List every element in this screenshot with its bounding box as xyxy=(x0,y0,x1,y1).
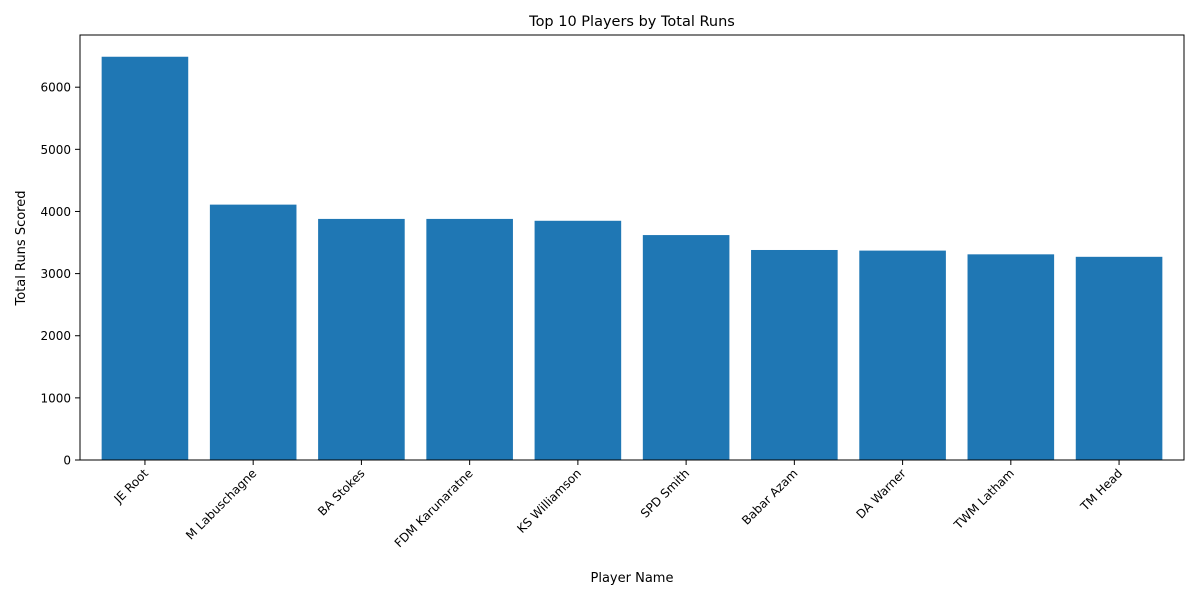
bar-twm-latham xyxy=(967,254,1055,460)
bars-group xyxy=(101,56,1163,461)
y-tick-label: 2000 xyxy=(40,329,71,343)
y-tick-label: 3000 xyxy=(40,267,71,281)
x-tick-label: JE Root xyxy=(111,466,152,507)
bar-je-root xyxy=(101,56,189,461)
y-tick-label: 1000 xyxy=(40,391,71,405)
x-tick-label: TWM Latham xyxy=(951,466,1017,532)
bar-tm-head xyxy=(1075,256,1163,460)
y-tick-label: 5000 xyxy=(40,143,71,157)
x-tick-label: FDM Karunaratne xyxy=(392,466,476,550)
chart-title: Top 10 Players by Total Runs xyxy=(528,14,735,30)
y-tick-label: 4000 xyxy=(40,205,71,219)
y-axis-label: Total Runs Scored xyxy=(14,191,29,307)
bar-m-labuschagne xyxy=(209,204,297,460)
x-tick-label: Babar Azam xyxy=(739,466,800,527)
y-tick-label: 6000 xyxy=(40,81,71,95)
x-axis: JE Root M Labuschagne BA Stokes FDM Karunar… xyxy=(111,460,1125,550)
x-tick-label: DA Warner xyxy=(853,466,908,521)
bar-ba-stokes xyxy=(318,218,405,460)
bar-fdm-karunaratne xyxy=(426,218,513,460)
y-tick-label: 0 xyxy=(63,454,71,468)
bar-spd-smith xyxy=(642,235,730,460)
plot-frame xyxy=(79,34,1185,461)
bar-babar-azam xyxy=(751,249,838,460)
x-tick-label: BA Stokes xyxy=(315,466,367,518)
bar-ks-williamson xyxy=(534,220,622,460)
x-tick-label: KS Williamson xyxy=(514,466,584,536)
y-axis: 0 1000 2000 3000 4000 5000 6000 xyxy=(40,81,80,468)
bar-da-warner xyxy=(859,250,946,460)
x-axis-label: Player Name xyxy=(591,571,674,586)
x-tick-label: TM Head xyxy=(1077,466,1125,514)
x-tick-label: SPD Smith xyxy=(638,466,692,520)
x-tick-label: M Labuschagne xyxy=(183,466,259,542)
